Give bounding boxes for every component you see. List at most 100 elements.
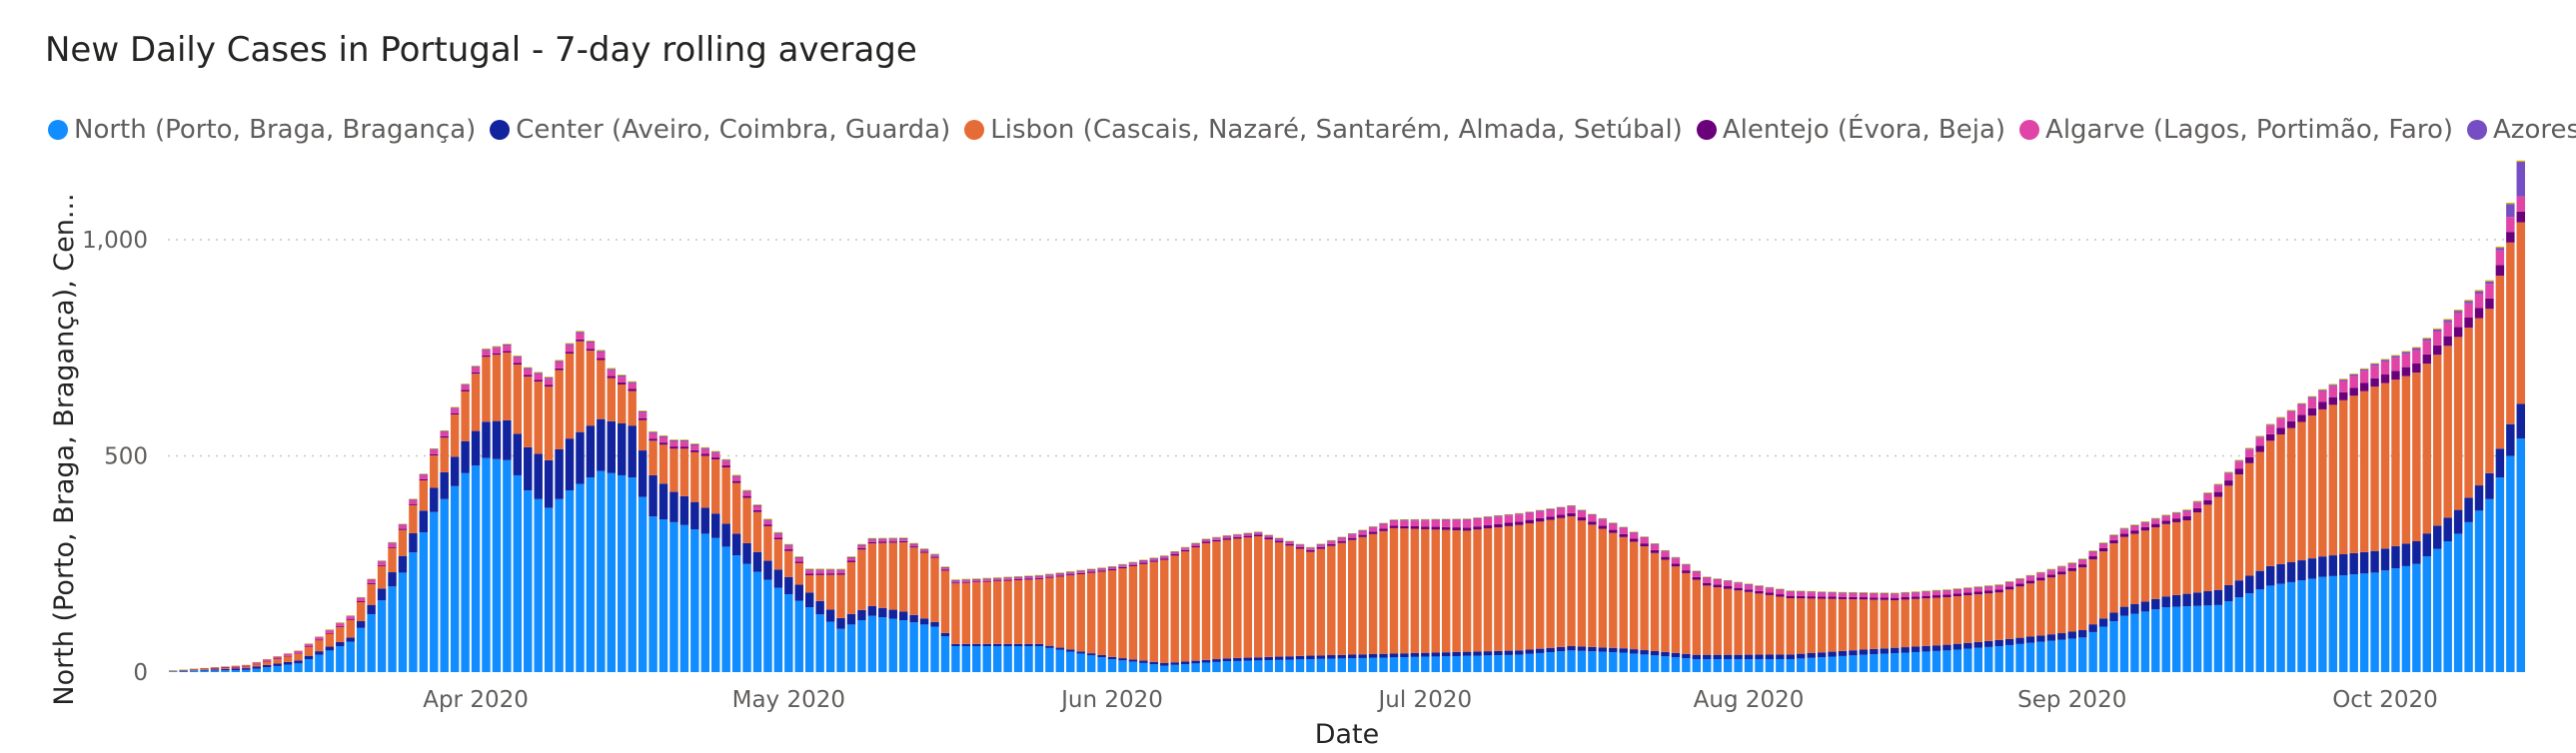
bar-segment[interactable] [711,450,720,452]
bar-segment[interactable] [304,643,314,645]
bar-segment[interactable] [1494,523,1503,528]
bar-segment[interactable] [815,568,824,570]
bar-segment[interactable] [2412,348,2421,351]
bar-segment[interactable] [2182,593,2191,607]
bar-segment[interactable] [1222,535,1232,537]
bar-segment[interactable] [1170,551,1179,553]
bar-segment[interactable] [1212,539,1221,542]
bar-segment[interactable] [2453,509,2463,534]
bar-segment[interactable] [1629,649,1639,654]
bar-segment[interactable] [398,524,408,529]
bar-segment[interactable] [607,377,617,421]
bar-segment[interactable] [1556,651,1566,672]
bar-segment[interactable] [1661,656,1670,672]
bar-segment[interactable] [2088,624,2097,632]
bar-segment[interactable] [2067,562,2076,564]
bar-segment[interactable] [1661,651,1670,657]
bar-segment[interactable] [773,531,783,533]
bar-segment[interactable] [524,367,533,369]
bar-segment[interactable] [1368,526,1378,527]
bar-segment[interactable] [1650,544,1660,550]
bar-segment[interactable] [961,579,971,581]
bar-segment[interactable] [1128,562,1138,564]
bar-segment[interactable] [658,483,668,519]
bar-segment[interactable] [200,669,209,671]
bar-segment[interactable] [763,579,772,672]
bar-segment[interactable] [731,480,741,483]
bar-segment[interactable] [1160,555,1169,557]
bar-segment[interactable] [2088,556,2097,560]
bar-segment[interactable] [1368,653,1378,658]
bar-segment[interactable] [242,669,251,672]
bar-segment[interactable] [461,389,470,391]
bar-segment[interactable] [2015,578,2024,580]
bar-segment[interactable] [1817,596,1827,599]
bar-segment[interactable] [1149,661,1159,665]
bar-segment[interactable] [1983,593,1993,641]
bar-segment[interactable] [1462,518,1472,519]
bar-segment[interactable] [2495,265,2505,277]
bar-segment[interactable] [1797,591,1806,592]
bar-segment[interactable] [2318,401,2327,409]
bar-segment[interactable] [2182,509,2191,510]
bar-segment[interactable] [1786,659,1796,672]
bar-segment[interactable] [867,605,877,616]
bar-segment[interactable] [1473,518,1482,527]
bar-segment[interactable] [1222,661,1232,672]
bar-segment[interactable] [2203,591,2212,606]
bar-segment[interactable] [2192,512,2202,593]
bar-segment[interactable] [1723,586,1733,589]
bar-segment[interactable] [283,656,293,662]
bar-segment[interactable] [1797,598,1806,654]
bar-segment[interactable] [325,629,335,631]
bar-segment[interactable] [784,594,793,672]
bar-segment[interactable] [2245,593,2254,672]
bar-segment[interactable] [1932,589,1941,591]
bar-segment[interactable] [1838,650,1848,656]
bar-segment[interactable] [940,569,950,571]
bar-segment[interactable] [1410,520,1420,526]
bar-segment[interactable] [1086,571,1096,573]
bar-segment[interactable] [1139,560,1148,561]
bar-segment[interactable] [2318,576,2327,672]
bar-segment[interactable] [555,368,564,371]
bar-segment[interactable] [878,607,887,618]
bar-segment[interactable] [1983,585,1993,586]
bar-segment[interactable] [1107,570,1117,657]
bar-segment[interactable] [1055,649,1065,672]
bar-segment[interactable] [1452,530,1461,652]
bar-segment[interactable] [618,474,627,672]
bar-segment[interactable] [940,636,950,672]
bar-segment[interactable] [524,369,533,376]
bar-segment[interactable] [1170,555,1179,663]
bar-segment[interactable] [2255,589,2264,672]
bar-segment[interactable] [1348,534,1357,538]
bar-segment[interactable] [2370,550,2379,573]
bar-segment[interactable] [2474,290,2484,292]
bar-segment[interactable] [1963,648,1972,672]
bar-segment[interactable] [1994,639,2003,647]
bar-segment[interactable] [513,474,523,672]
bar-segment[interactable] [2328,404,2338,556]
bar-segment[interactable] [1703,576,1712,577]
bar-segment[interactable] [1598,647,1608,652]
bar-segment[interactable] [1316,546,1326,549]
bar-segment[interactable] [1629,541,1639,650]
bar-segment[interactable] [1942,594,1951,597]
bar-segment[interactable] [2192,592,2202,606]
bar-segment[interactable] [2245,448,2254,450]
bar-segment[interactable] [2046,640,2056,672]
bar-segment[interactable] [1577,646,1587,651]
bar-segment[interactable] [597,350,606,352]
bar-segment[interactable] [1713,578,1722,579]
bar-segment[interactable] [836,569,845,571]
bar-segment[interactable] [2464,318,2473,329]
bar-segment[interactable] [2098,542,2108,544]
bar-segment[interactable] [867,541,877,544]
bar-segment[interactable] [1723,659,1733,672]
bar-segment[interactable] [1003,576,1012,578]
bar-segment[interactable] [430,453,439,456]
bar-segment[interactable] [1807,596,1816,599]
bar-segment[interactable] [1713,578,1722,580]
bar-segment[interactable] [794,562,803,585]
